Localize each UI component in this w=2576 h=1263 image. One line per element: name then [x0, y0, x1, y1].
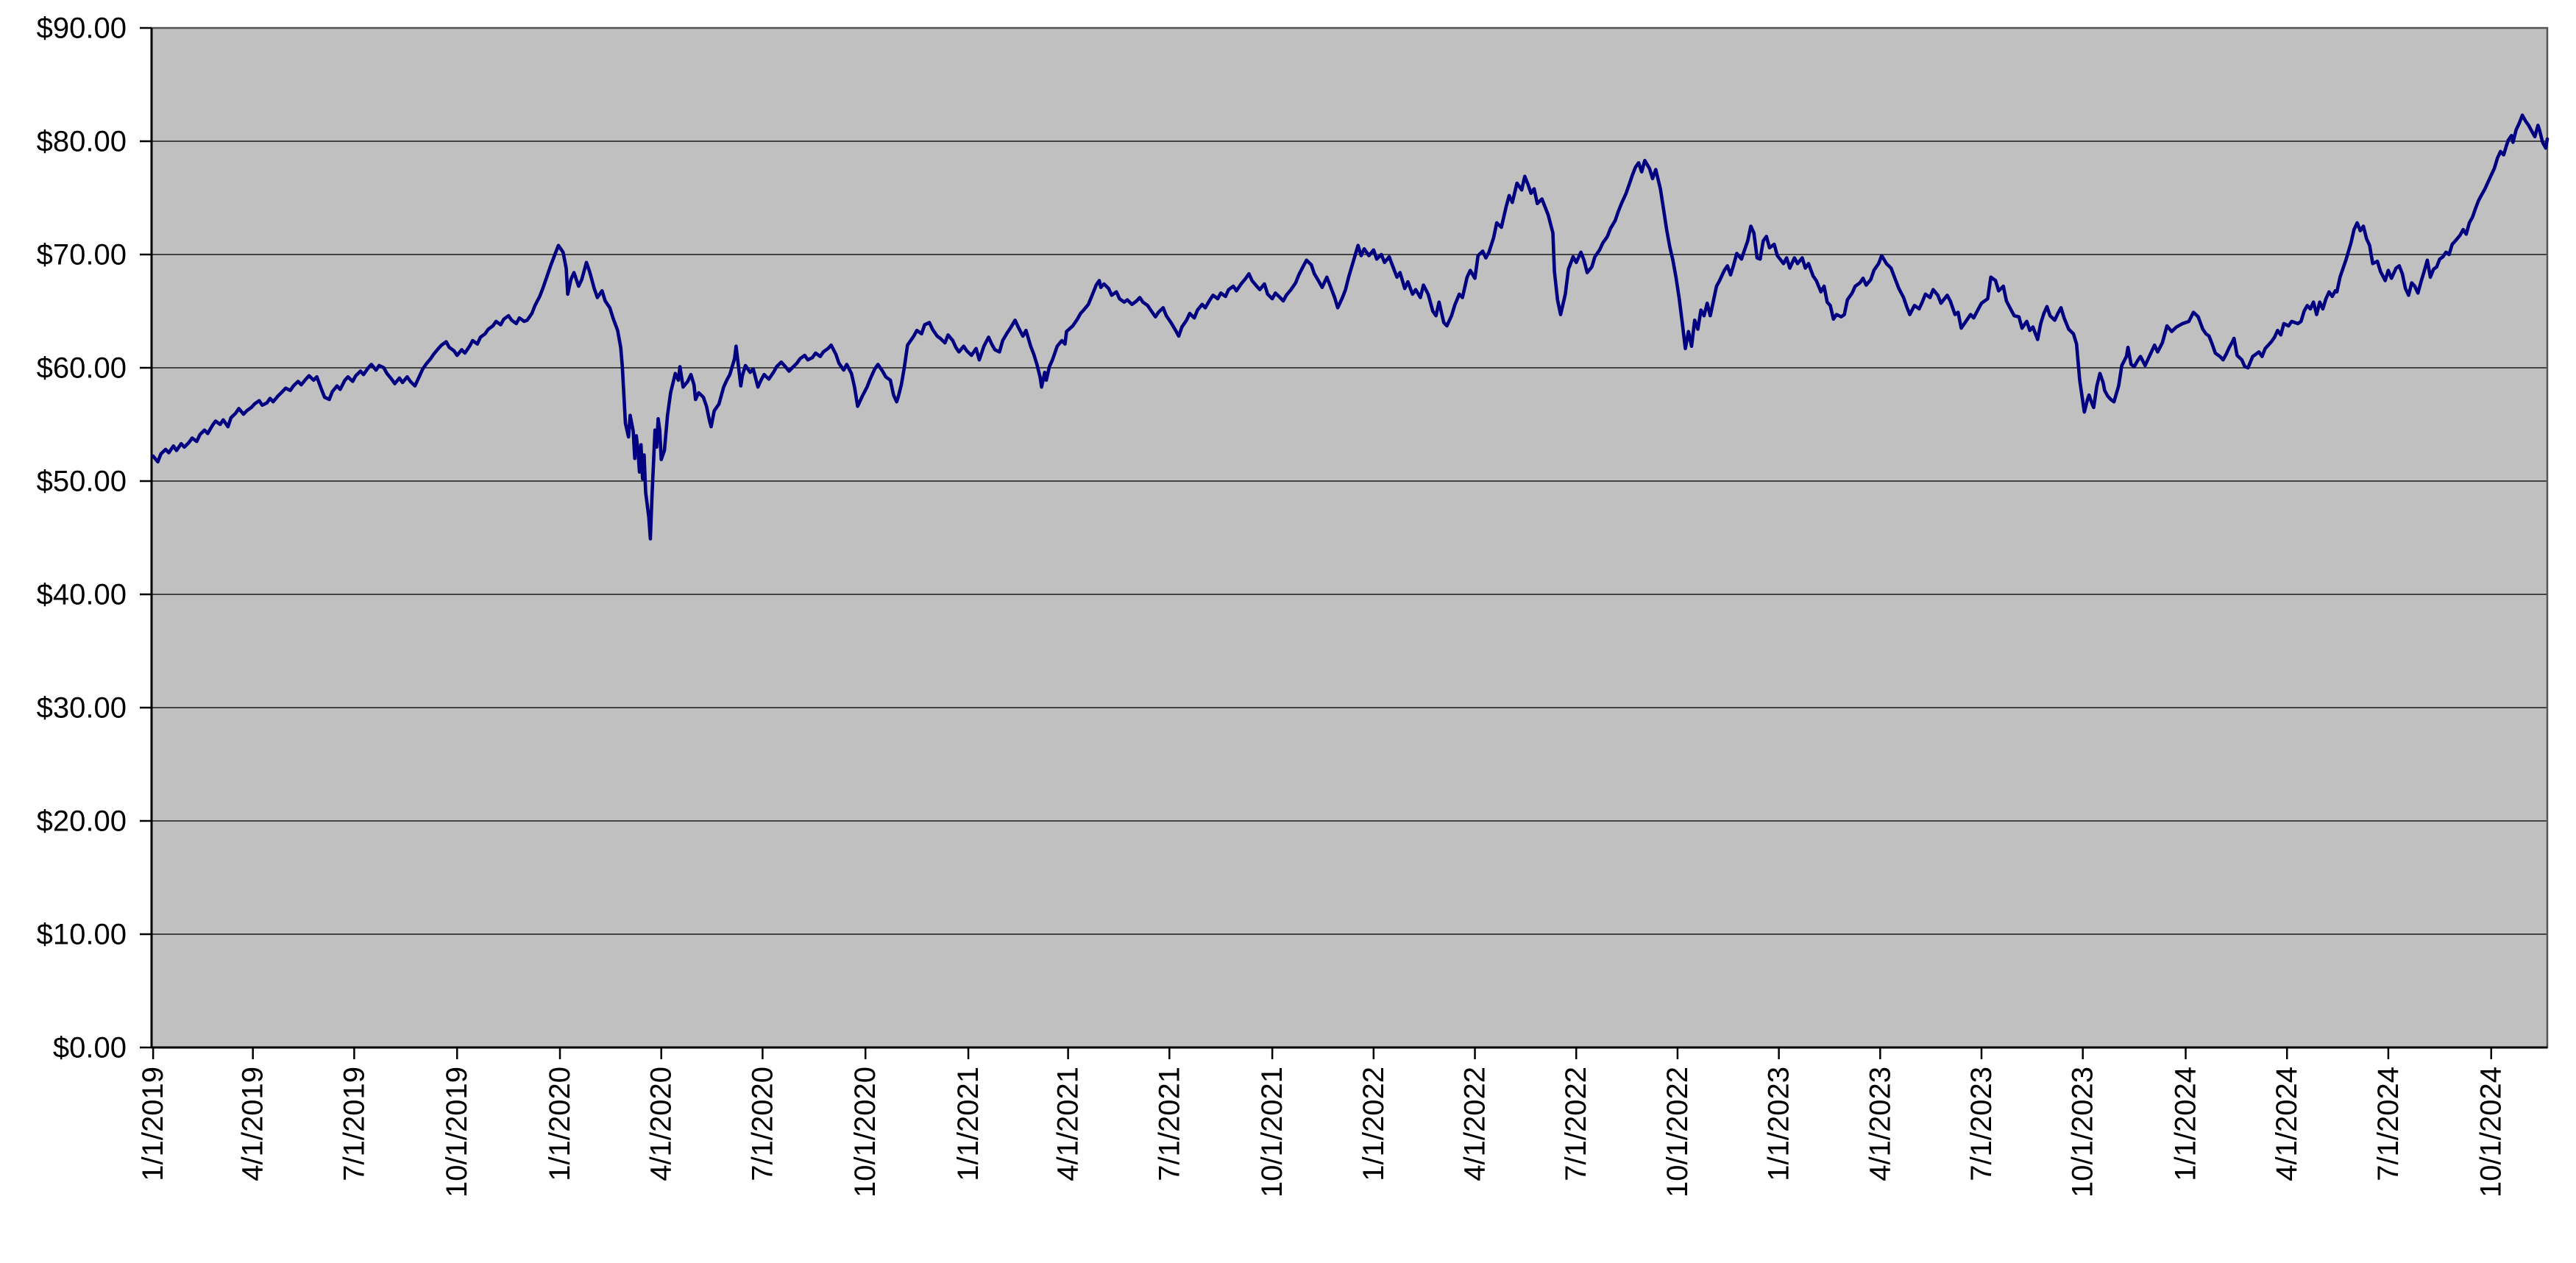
y-tick-label: $30.00 [37, 692, 127, 725]
y-tick-label: $50.00 [37, 466, 127, 498]
x-tick-label: 7/1/2023 [1965, 1067, 1998, 1181]
x-tick-label: 1/1/2023 [1763, 1067, 1795, 1181]
y-axis: $90.00 $80.00 $70.00 $60.00 $50.00 $40.00 $30.… [37, 13, 152, 1064]
x-tick-label: 1/1/2022 [1358, 1067, 1390, 1181]
x-tick-label: 7/1/2022 [1560, 1067, 1592, 1181]
y-tick-label: $60.00 [37, 352, 127, 385]
y-tick-label: $0.00 [53, 1032, 127, 1064]
x-tick-label: 4/1/2022 [1459, 1067, 1491, 1181]
x-tick-label: 10/1/2020 [849, 1067, 881, 1198]
x-axis: 1/1/2019 4/1/2019 7/1/2019 10/1/2019 1/1/202… [137, 1047, 2508, 1198]
x-tick-label: 1/1/2021 [952, 1067, 984, 1181]
price-line-series [151, 113, 2550, 541]
x-tick-label: 4/1/2021 [1052, 1067, 1085, 1181]
x-tick-label: 10/1/2023 [2067, 1067, 2099, 1198]
y-tick-label: $70.00 [37, 239, 127, 271]
x-tick-label: 10/1/2022 [1661, 1067, 1694, 1198]
x-tick-label: 7/1/2020 [746, 1067, 778, 1181]
y-tick-label: $20.00 [37, 805, 127, 838]
x-tick-label: 1/1/2020 [544, 1067, 576, 1181]
x-tick-label: 1/1/2019 [137, 1067, 169, 1181]
y-tick-label: $90.00 [37, 13, 127, 45]
x-tick-label: 4/1/2024 [2271, 1067, 2303, 1181]
y-tick-label: $40.00 [37, 579, 127, 611]
x-tick-label: 4/1/2023 [1864, 1067, 1896, 1181]
x-tick-label: 1/1/2024 [2170, 1067, 2202, 1181]
x-tick-label: 10/1/2024 [2475, 1067, 2508, 1198]
plot-area [152, 28, 2547, 1047]
y-tick-label: $10.00 [37, 919, 127, 951]
x-tick-label: 4/1/2019 [237, 1067, 269, 1181]
x-tick-label: 10/1/2019 [441, 1067, 473, 1198]
x-tick-label: 4/1/2020 [645, 1067, 678, 1181]
x-tick-label: 10/1/2021 [1256, 1067, 1288, 1198]
y-tick-label: $80.00 [37, 126, 127, 158]
x-tick-label: 7/1/2024 [2372, 1067, 2405, 1181]
x-tick-label: 7/1/2021 [1153, 1067, 1185, 1181]
x-tick-label: 7/1/2019 [338, 1067, 370, 1181]
